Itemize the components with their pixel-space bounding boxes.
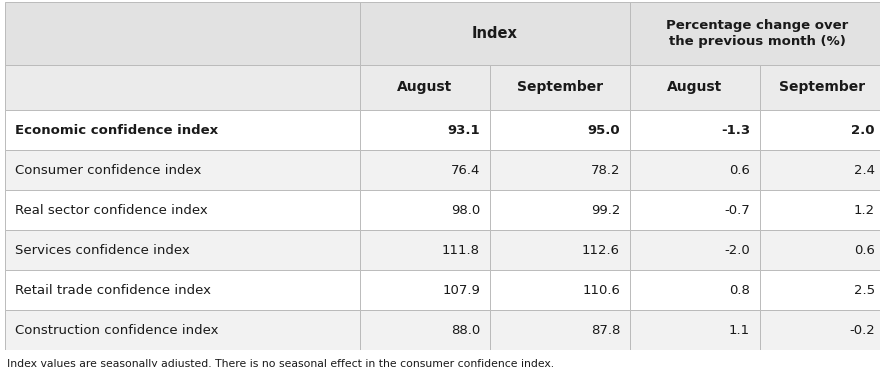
Text: 112.6: 112.6: [582, 243, 620, 257]
Text: 93.1: 93.1: [447, 124, 480, 137]
Text: -1.3: -1.3: [721, 124, 750, 137]
Text: 88.0: 88.0: [451, 323, 480, 337]
Text: 0.6: 0.6: [730, 164, 750, 177]
Text: Percentage change over
the previous month (%): Percentage change over the previous mont…: [666, 19, 848, 47]
Text: Services confidence index: Services confidence index: [15, 243, 190, 257]
Text: 98.0: 98.0: [451, 203, 480, 217]
Bar: [0, 350, 880, 367]
Bar: [630, 65, 760, 110]
Bar: [5, 310, 360, 350]
Text: -0.2: -0.2: [849, 323, 875, 337]
Bar: [760, 150, 880, 190]
Bar: [490, 190, 630, 230]
Text: September: September: [517, 80, 603, 94]
Bar: [760, 65, 880, 110]
Text: Real sector confidence index: Real sector confidence index: [15, 203, 208, 217]
Bar: [360, 150, 490, 190]
Bar: [360, 2, 630, 65]
Text: 78.2: 78.2: [590, 164, 620, 177]
Bar: [360, 310, 490, 350]
Text: 107.9: 107.9: [442, 283, 480, 297]
Text: -0.7: -0.7: [724, 203, 750, 217]
Text: Economic confidence index: Economic confidence index: [15, 124, 218, 137]
Bar: [5, 110, 360, 150]
Bar: [5, 2, 360, 65]
Bar: [490, 65, 630, 110]
Bar: [5, 230, 360, 270]
Bar: [360, 190, 490, 230]
Bar: [760, 110, 880, 150]
Text: Retail trade confidence index: Retail trade confidence index: [15, 283, 211, 297]
Bar: [630, 2, 880, 65]
Bar: [490, 270, 630, 310]
Bar: [5, 65, 360, 110]
Bar: [630, 110, 760, 150]
Text: 1.2: 1.2: [854, 203, 875, 217]
Text: 111.8: 111.8: [442, 243, 480, 257]
Text: August: August: [398, 80, 452, 94]
Bar: [490, 230, 630, 270]
Bar: [5, 150, 360, 190]
Text: 76.4: 76.4: [451, 164, 480, 177]
Text: 2.4: 2.4: [854, 164, 875, 177]
Bar: [630, 270, 760, 310]
Bar: [490, 150, 630, 190]
Bar: [630, 230, 760, 270]
Text: 2.0: 2.0: [852, 124, 875, 137]
Text: Construction confidence index: Construction confidence index: [15, 323, 218, 337]
Bar: [360, 110, 490, 150]
Bar: [490, 310, 630, 350]
Text: September: September: [780, 80, 866, 94]
Text: 99.2: 99.2: [590, 203, 620, 217]
Bar: [360, 65, 490, 110]
Text: Index: Index: [472, 26, 518, 41]
Bar: [5, 270, 360, 310]
Bar: [630, 310, 760, 350]
Text: 0.6: 0.6: [854, 243, 875, 257]
Bar: [630, 150, 760, 190]
Text: Index values are seasonally adjusted. There is no seasonal effect in the consume: Index values are seasonally adjusted. Th…: [7, 359, 554, 367]
Text: 1.1: 1.1: [729, 323, 750, 337]
Text: -2.0: -2.0: [724, 243, 750, 257]
Bar: [760, 190, 880, 230]
Text: 87.8: 87.8: [590, 323, 620, 337]
Text: Consumer confidence index: Consumer confidence index: [15, 164, 202, 177]
Bar: [760, 270, 880, 310]
Text: 95.0: 95.0: [587, 124, 620, 137]
Bar: [5, 190, 360, 230]
Text: 0.8: 0.8: [730, 283, 750, 297]
Bar: [630, 190, 760, 230]
Bar: [360, 230, 490, 270]
Bar: [490, 110, 630, 150]
Text: August: August: [667, 80, 722, 94]
Text: 2.5: 2.5: [854, 283, 875, 297]
Bar: [760, 310, 880, 350]
Bar: [760, 230, 880, 270]
Bar: [360, 270, 490, 310]
Text: 110.6: 110.6: [583, 283, 620, 297]
